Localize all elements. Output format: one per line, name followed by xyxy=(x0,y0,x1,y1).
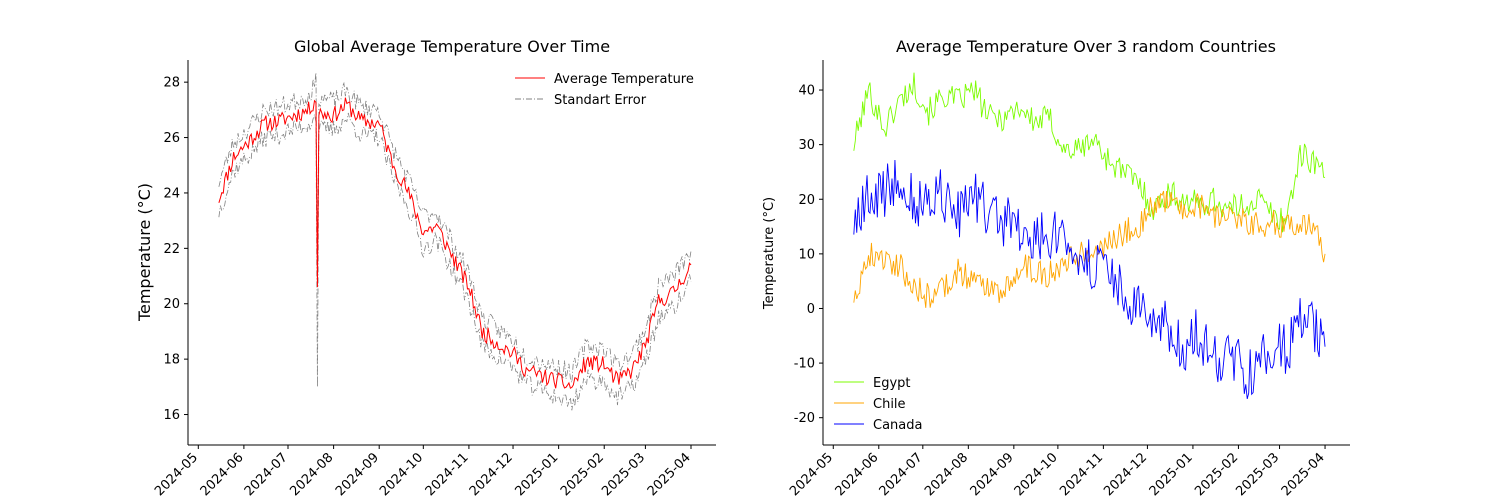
y-tick-label: 0 xyxy=(807,302,815,317)
y-tick-label: 30 xyxy=(798,138,815,153)
chart-title: Global Average Temperature Over Time xyxy=(294,37,610,56)
x-tick-label: 2025-02 xyxy=(1192,450,1241,499)
plot-area: -20-100102030402024-052024-062024-072024… xyxy=(787,60,1350,499)
x-tick-label: 2025-03 xyxy=(599,450,648,499)
legend: Average Temperature Standart Error xyxy=(515,72,694,108)
x-tick-label: 2024-11 xyxy=(423,450,472,499)
x-tick-label: 2024-08 xyxy=(922,450,971,499)
chart-panel-countries: Average Temperature Over 3 random Countr… xyxy=(762,37,1350,499)
legend-label: Egypt xyxy=(873,376,911,391)
x-tick-label: 2024-06 xyxy=(833,450,882,499)
series-line-canada xyxy=(853,159,1326,400)
y-tick-label: 22 xyxy=(163,242,180,257)
x-tick-label: 2024-05 xyxy=(152,450,201,499)
chart-panel-global: Global Average Temperature Over Time Tem… xyxy=(135,37,716,499)
legend-label: Average Temperature xyxy=(554,72,694,87)
y-tick-label: 26 xyxy=(163,131,180,146)
x-tick-label: 2024-05 xyxy=(787,450,836,499)
y-tick-label: 18 xyxy=(163,353,180,368)
x-tick-label: 2025-01 xyxy=(1147,450,1196,499)
error-band-lower-line xyxy=(218,112,692,411)
x-tick-label: 2024-11 xyxy=(1057,450,1106,499)
x-tick-label: 2024-07 xyxy=(242,450,291,499)
series-line-egypt xyxy=(853,72,1326,233)
legend-label: Chile xyxy=(873,397,906,412)
x-tick-label: 2024-12 xyxy=(467,450,516,499)
error-band-upper-line xyxy=(218,72,692,383)
legend: Egypt Chile Canada xyxy=(834,376,922,433)
series-line-average-temperature xyxy=(218,97,692,389)
x-tick-label: 2024-09 xyxy=(968,450,1017,499)
y-tick-label: 28 xyxy=(163,76,180,91)
x-tick-label: 2025-04 xyxy=(645,450,694,499)
x-tick-label: 2024-10 xyxy=(1012,450,1061,499)
chart-title: Average Temperature Over 3 random Countr… xyxy=(896,37,1276,56)
y-axis-label: Temperature (°C) xyxy=(762,197,777,310)
y-tick-label: -20 xyxy=(794,411,815,426)
y-tick-label: -10 xyxy=(794,357,815,372)
x-tick-label: 2024-07 xyxy=(877,450,926,499)
plot-area: 161820222426282024-052024-062024-072024-… xyxy=(152,60,716,499)
x-tick-label: 2024-06 xyxy=(198,450,247,499)
y-tick-label: 40 xyxy=(798,84,815,99)
x-tick-label: 2025-04 xyxy=(1279,450,1328,499)
x-tick-label: 2025-03 xyxy=(1233,450,1282,499)
y-tick-label: 20 xyxy=(798,193,815,208)
x-tick-label: 2024-08 xyxy=(287,450,336,499)
legend-label: Canada xyxy=(873,418,922,433)
y-tick-label: 10 xyxy=(798,247,815,262)
x-tick-label: 2024-09 xyxy=(333,450,382,499)
legend-label: Standart Error xyxy=(554,93,647,108)
y-tick-label: 16 xyxy=(163,408,180,423)
y-axis-label: Temperature (°C) xyxy=(135,183,154,322)
y-tick-label: 24 xyxy=(163,186,180,201)
x-tick-label: 2025-01 xyxy=(512,450,561,499)
y-tick-label: 20 xyxy=(163,297,180,312)
x-tick-label: 2024-12 xyxy=(1101,450,1150,499)
x-tick-label: 2025-02 xyxy=(558,450,607,499)
x-tick-label: 2024-10 xyxy=(377,450,426,499)
